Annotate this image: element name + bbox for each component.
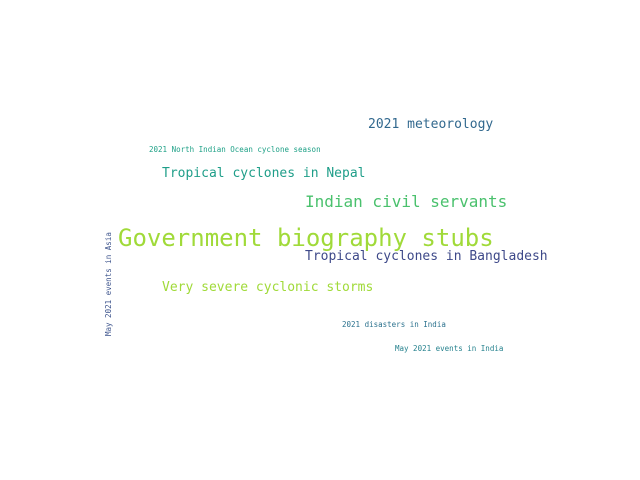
- word-may-2021-events-in-india: May 2021 events in India: [395, 344, 504, 353]
- word-2021-north-indian-ocean-cyclone-season: 2021 North Indian Ocean cyclone season: [149, 145, 321, 154]
- word-tropical-cyclones-in-nepal: Tropical cyclones in Nepal: [162, 166, 366, 181]
- word-may-2021-events-in-asia: May 2021 events in Asia: [104, 232, 113, 336]
- word-tropical-cyclones-in-bangladesh: Tropical cyclones in Bangladesh: [305, 249, 548, 264]
- word-2021-meteorology: 2021 meteorology: [368, 117, 494, 132]
- word-very-severe-cyclonic-storms: Very severe cyclonic storms: [162, 280, 374, 295]
- word-indian-civil-servants: Indian civil servants: [305, 192, 508, 211]
- word-government-biography-stubs: Government biography stubs: [118, 224, 494, 252]
- word-2021-disasters-in-india: 2021 disasters in India: [342, 320, 446, 329]
